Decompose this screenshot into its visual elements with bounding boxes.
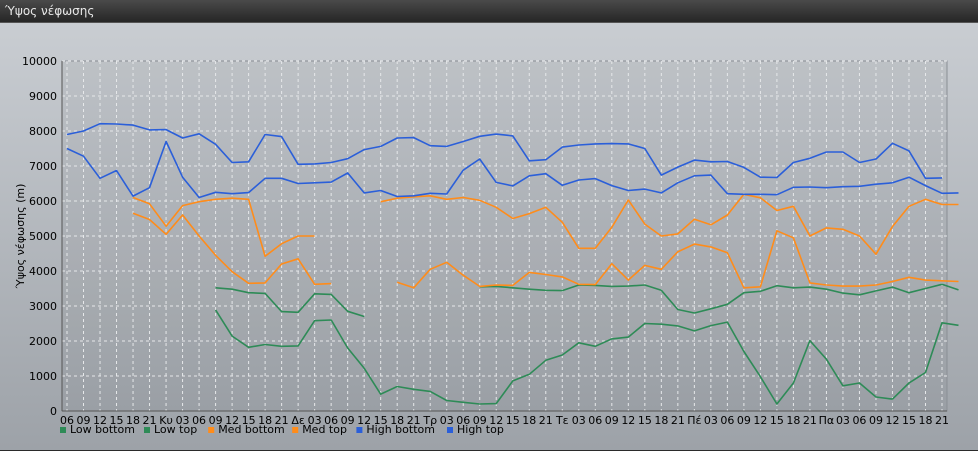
x-tick-label: 09 (737, 414, 751, 427)
y-tick-label: 6000 (29, 195, 57, 208)
x-tick-label: 12 (753, 414, 767, 427)
x-tick-label: Τρ (422, 414, 437, 427)
x-tick-label: 09 (209, 414, 223, 427)
x-tick-label: 12 (225, 414, 239, 427)
legend-label-high-top: High top (457, 423, 504, 436)
y-tick-label: 5000 (29, 230, 57, 243)
x-tick-label: 21 (803, 414, 817, 427)
x-tick-label: 18 (786, 414, 800, 427)
x-tick-label: 09 (341, 414, 355, 427)
x-tick-label: 06 (720, 414, 734, 427)
series-line-med-top (132, 196, 315, 258)
x-tick-label: 15 (638, 414, 652, 427)
x-tick-label: 18 (522, 414, 536, 427)
plot-area (61, 60, 948, 412)
series-line-med-bottom (396, 230, 959, 289)
x-tick-label: 06 (588, 414, 602, 427)
x-tick-label: 09 (869, 414, 883, 427)
x-tick-label: 21 (143, 414, 157, 427)
x-tick-label: Πα (819, 414, 835, 427)
x-tick-label: 12 (93, 414, 107, 427)
series-line-med-top (380, 193, 959, 255)
x-tick-label: 18 (654, 414, 668, 427)
legend-label-med-bottom: Med bottom (218, 423, 285, 436)
legend-label-med-top: Med top (302, 423, 347, 436)
window-titlebar: Ύψος νέφωσης (0, 0, 978, 22)
legend-label-low-top: Low top (154, 423, 197, 436)
x-tick-label: 12 (885, 414, 899, 427)
x-tick-label: 18 (126, 414, 140, 427)
legend-swatch-med-bottom (208, 427, 215, 433)
x-tick-label: Κυ (159, 414, 173, 427)
x-tick-label: 09 (605, 414, 619, 427)
legend-label-low-bottom: Low bottom (70, 423, 135, 436)
series-line-low-bottom (479, 283, 959, 314)
y-tick-label: 0 (50, 405, 57, 418)
x-tick-label: 15 (902, 414, 916, 427)
window-title: Ύψος νέφωσης (5, 4, 95, 18)
x-tick-label: Πέ (687, 414, 701, 427)
series-line-high-bottom (66, 140, 959, 199)
x-tick-label: 12 (621, 414, 635, 427)
x-tick-label: 21 (671, 414, 685, 427)
y-axis-label: Ύψος νέφωσης (m) (14, 184, 27, 290)
x-tick-label: 15 (374, 414, 388, 427)
x-tick-label: 12 (357, 414, 371, 427)
y-tick-label: 9000 (29, 90, 57, 103)
y-tick-label: 3000 (29, 300, 57, 313)
y-tick-label: 10000 (22, 55, 57, 68)
x-tick-label: 21 (935, 414, 949, 427)
y-tick-label: 7000 (29, 160, 57, 173)
legend-swatch-med-top (292, 427, 299, 433)
x-tick-label: 12 (489, 414, 503, 427)
legend-swatch-high-top (447, 427, 453, 433)
x-tick-label: 15 (770, 414, 784, 427)
x-tick-label: 03 (308, 414, 322, 427)
x-tick-label: 21 (275, 414, 289, 427)
y-tick-label: 1000 (29, 370, 57, 383)
x-tick-label: 21 (539, 414, 553, 427)
x-tick-label: Δε (291, 414, 305, 427)
y-tick-label: 2000 (29, 335, 57, 348)
series-line-med-bottom (132, 212, 332, 286)
x-tick-label: 06 (852, 414, 866, 427)
x-tick-label: 06 (60, 414, 74, 427)
cloud-height-chart: Ύψος νέφωσης (m) 0 1000 2000 3000 4000 5000 60… (14, 55, 959, 436)
x-tick-label: 06 (324, 414, 338, 427)
x-tick-label: 15 (110, 414, 124, 427)
x-tick-label: 18 (258, 414, 272, 427)
series-line-low-bottom (215, 287, 365, 318)
legend-swatch-high-bottom (356, 427, 363, 433)
x-tick-label: 18 (918, 414, 932, 427)
x-tick-label: 03 (440, 414, 454, 427)
x-tick-label: 06 (192, 414, 206, 427)
series-line-low-top (214, 309, 959, 405)
x-tick-label: Τε (555, 414, 569, 427)
legend-swatch-low-bottom (60, 427, 66, 433)
x-tick-label: 03 (572, 414, 586, 427)
x-tick-label: 15 (242, 414, 256, 427)
legend-label-high-bottom: High bottom (366, 423, 435, 436)
legend-swatch-low-top (144, 427, 150, 433)
x-tick-label: 15 (506, 414, 520, 427)
series-line-high-top (66, 122, 943, 180)
x-tick-label: 03 (176, 414, 190, 427)
y-tick-label: 8000 (29, 125, 57, 138)
x-tick-label: 09 (473, 414, 487, 427)
x-tick-label: 03 (836, 414, 850, 427)
y-tick-label: 4000 (29, 265, 57, 278)
x-tick-label: 06 (456, 414, 470, 427)
x-tick-label: 09 (77, 414, 91, 427)
x-tick-label: 18 (390, 414, 404, 427)
chart-panel: Ύψος νέφωσης (m) 0 1000 2000 3000 4000 5000 60… (0, 22, 978, 450)
x-tick-label: 03 (704, 414, 718, 427)
x-tick-label: 21 (407, 414, 421, 427)
